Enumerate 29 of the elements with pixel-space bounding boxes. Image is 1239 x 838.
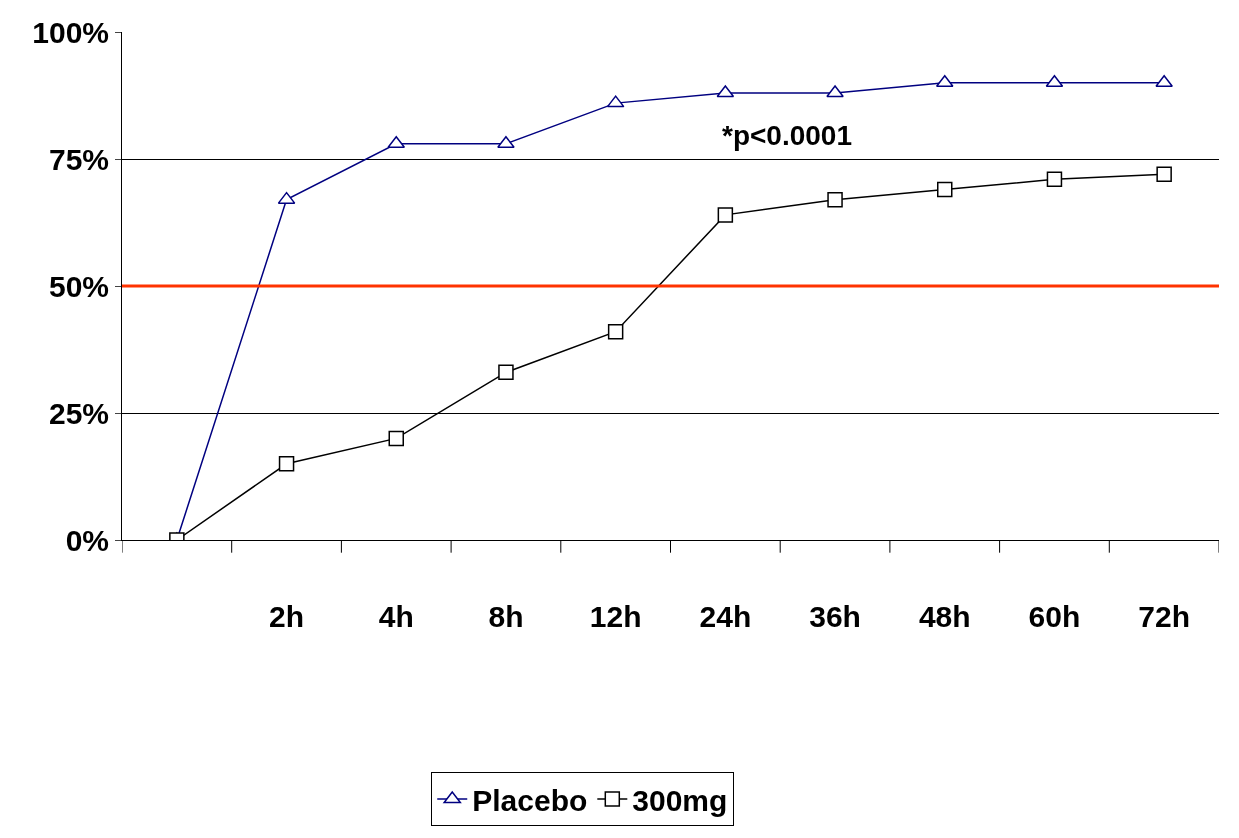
point: [826, 85, 844, 98]
annotation: *p<0.0001: [722, 120, 852, 151]
point: [497, 136, 515, 149]
x-tick-label: 8h: [488, 600, 524, 633]
y-tick-label: 100%: [32, 15, 109, 49]
x-tick-label: 12h: [589, 600, 642, 633]
point: [717, 207, 734, 223]
x-tick-label: 36h: [809, 600, 861, 633]
point: [937, 181, 953, 198]
x-tick-label: 48h: [918, 600, 971, 633]
point: [1155, 75, 1173, 88]
point: [1046, 171, 1063, 188]
x-tick-label: 72h: [1138, 600, 1190, 633]
y-tick-label: 75%: [48, 142, 109, 176]
legend-label: 300mg: [632, 783, 728, 817]
y-tick-label: 25%: [48, 396, 109, 430]
x-tick-label: 4h: [378, 600, 414, 633]
x-tick-label: 2h: [269, 600, 305, 633]
x-tick-label: 24h: [699, 600, 752, 633]
point: [1156, 166, 1172, 182]
point: [827, 191, 843, 208]
point: [278, 456, 295, 472]
point: [607, 323, 624, 340]
point: [388, 430, 404, 447]
legend-label: Placebo: [472, 783, 588, 817]
y-tick-label: 50%: [48, 269, 109, 303]
x-tick-label: 60h: [1028, 600, 1081, 633]
point: [498, 364, 514, 381]
y-tick-label: 0%: [65, 523, 109, 557]
